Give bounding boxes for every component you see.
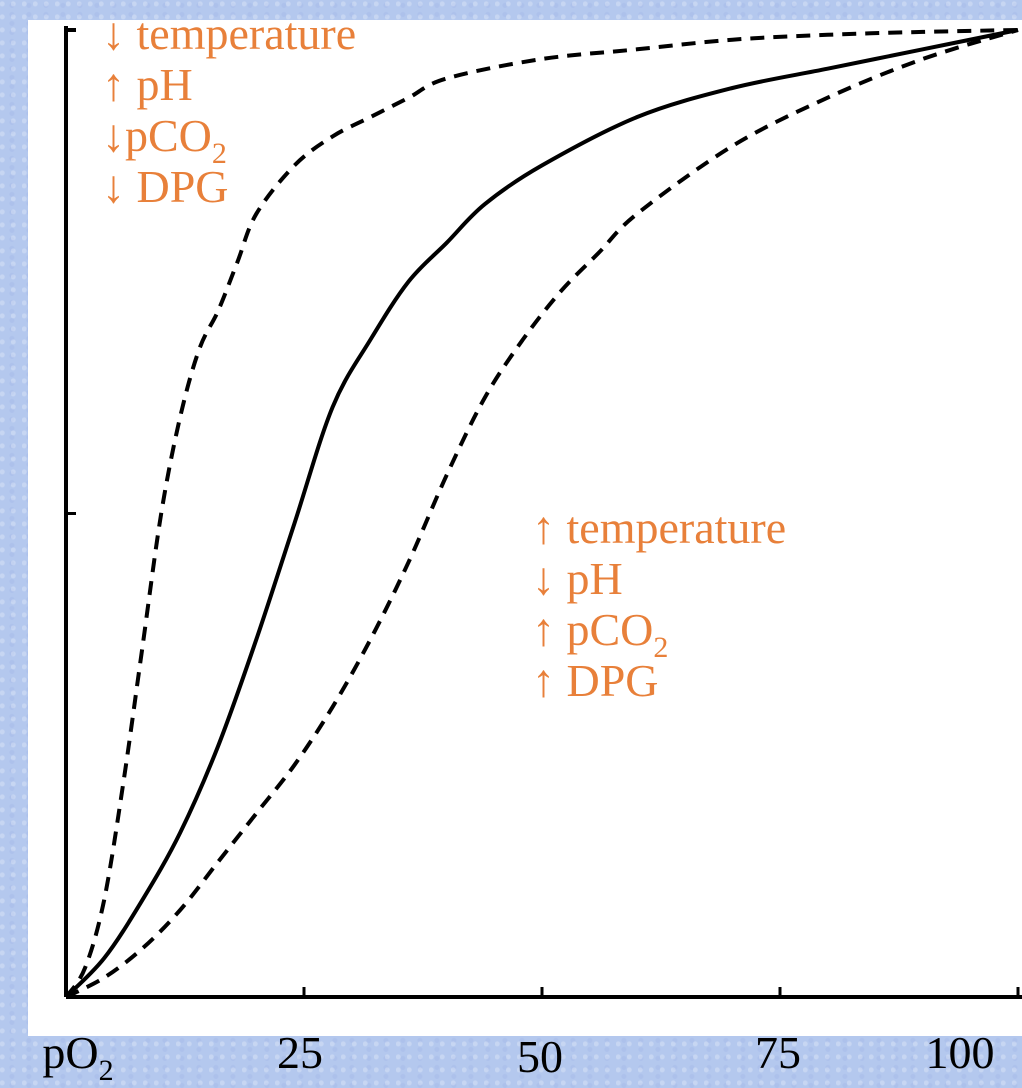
series-curves xyxy=(64,28,1019,999)
right-annotation-ph: ↓ pH xyxy=(532,553,623,604)
x-tick-label-100: 100 xyxy=(925,1027,995,1078)
left-shift-annotation: ↓ temperature ↑ pH ↓pCO2 ↓ DPG xyxy=(102,8,356,212)
left-annotation-dpg: ↓ DPG xyxy=(102,161,229,212)
left-annotation-pco2: ↓pCO2 xyxy=(102,110,227,170)
normal-curve xyxy=(64,28,1019,999)
left-annotation-ph: ↑ pH xyxy=(102,59,193,110)
x-tick-label-50: 50 xyxy=(517,1031,563,1082)
right-shift-annotation: ↑ temperature ↓ pH ↑ pCO2 ↑ DPG xyxy=(532,502,786,706)
right-shifted-curve xyxy=(65,28,1019,999)
right-annotation-dpg: ↑ DPG xyxy=(532,655,659,706)
right-annotation-pco2: ↑ pCO2 xyxy=(532,604,669,664)
left-annotation-temperature: ↓ temperature xyxy=(102,8,357,59)
right-annotation-temperature: ↑ temperature xyxy=(532,502,787,553)
axes xyxy=(64,26,1022,999)
x-axis-label: pO2 xyxy=(42,1027,114,1087)
plot-area-background xyxy=(28,20,1022,1036)
x-tick-label-75: 75 xyxy=(755,1027,801,1078)
left-shifted-curve xyxy=(64,28,1019,999)
x-tick-label-25: 25 xyxy=(277,1027,323,1078)
